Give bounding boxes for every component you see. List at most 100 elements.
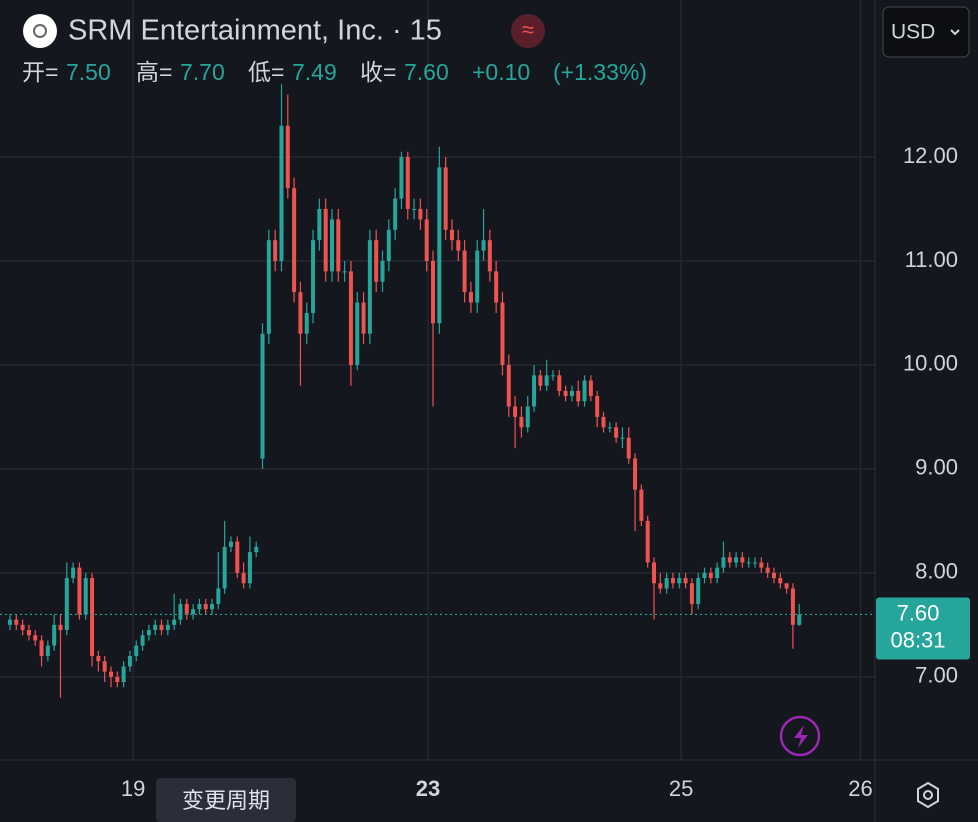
candle-body (355, 302, 360, 365)
candle-body (348, 271, 353, 365)
candle-body (538, 375, 543, 386)
candle-body (601, 416, 606, 428)
candle-body (494, 271, 499, 303)
candle-body (481, 240, 486, 251)
candle-body (412, 208, 417, 210)
candle-body (557, 375, 562, 391)
candle-body (765, 567, 770, 573)
candle-body (241, 572, 246, 584)
candle-body (298, 292, 303, 334)
candle-body (652, 562, 657, 584)
candle-body (500, 302, 505, 365)
legend-change: +0.10 (472, 59, 530, 85)
candle-body (532, 375, 537, 407)
candle-body (159, 624, 164, 631)
candle-body (462, 250, 467, 293)
status-glyph: ≈ (522, 17, 534, 42)
candle-body (588, 380, 593, 397)
legend-label: 高= (136, 59, 172, 85)
candle-body (620, 437, 625, 439)
candle-body (683, 578, 688, 584)
candle-body (614, 427, 619, 438)
candle-body (544, 375, 549, 386)
tooltip: 变更周期 (182, 788, 270, 813)
candle-body (58, 624, 63, 631)
candle-body (329, 219, 334, 272)
candle-body (576, 390, 581, 402)
candle-body (727, 557, 732, 563)
candle-body (285, 125, 290, 189)
price-tag (876, 597, 970, 660)
legend-value: 7.50 (66, 59, 111, 85)
price-tag-countdown: 08:31 (890, 627, 945, 652)
legend-value: 7.70 (180, 59, 225, 85)
candle-body (771, 572, 776, 579)
candle-body (468, 292, 473, 303)
candle-body (525, 406, 530, 428)
candle-body (235, 541, 240, 573)
chart-title: SRM Entertainment, Inc. · 15 (68, 15, 442, 47)
candle-body (292, 188, 297, 293)
y-tick-label: 7.00 (915, 663, 958, 688)
candle-body (645, 520, 650, 563)
candle-body (121, 666, 126, 683)
candle-body (778, 578, 783, 584)
candle-body (734, 557, 739, 563)
price-tag-value: 7.60 (897, 600, 940, 625)
candle-body (487, 240, 492, 272)
candle-body (708, 572, 713, 579)
candle-body (90, 578, 95, 657)
candle-body (361, 302, 366, 334)
legend-change-pct: (+1.33%) (553, 59, 647, 85)
y-tick-label: 9.00 (915, 455, 958, 480)
settings-icon (923, 790, 933, 800)
lightning-button[interactable] (779, 715, 821, 757)
candle-body (247, 552, 252, 584)
candle-body (336, 219, 341, 272)
currency-button[interactable] (882, 6, 970, 58)
candle-body (140, 635, 145, 646)
tooltip-box (156, 778, 296, 822)
candle-body (437, 167, 442, 324)
candle-body (266, 240, 271, 334)
candle-body (77, 567, 82, 615)
candle-body (784, 583, 789, 589)
currency[interactable]: USD (891, 21, 935, 44)
candle-body (759, 562, 764, 568)
candle-body (317, 208, 322, 241)
candle-body (83, 578, 88, 615)
x-tick-label: 19 (121, 776, 145, 801)
candle-body (304, 312, 309, 334)
candle-body (519, 416, 524, 428)
candle-body (639, 489, 644, 521)
x-tick-label: 23 (416, 776, 440, 801)
candle-body (39, 640, 44, 657)
candle-body (210, 604, 215, 610)
candle-body (563, 390, 568, 397)
legend-value: 7.49 (292, 59, 337, 85)
ohlc-legend: 开= 7.50 高= 7.70 低= 7.49 收= 7.60 +0.10 (+… (22, 59, 647, 85)
candle-body (664, 578, 669, 589)
candle-body (658, 583, 663, 589)
candle-body (443, 167, 448, 230)
settings-button[interactable] (917, 781, 939, 809)
dropdown-arrow (950, 29, 960, 36)
candle-body (374, 240, 379, 282)
candle-body (172, 619, 177, 625)
candle-body (424, 219, 429, 261)
candle-body (393, 198, 398, 230)
candle-body (146, 630, 151, 636)
candle-body (670, 578, 675, 584)
candle-body (633, 458, 638, 490)
y-tick-label: 11.00 (905, 247, 958, 272)
legend-label: 开= (22, 59, 58, 85)
candle-body (184, 604, 189, 615)
candle-body (721, 557, 726, 568)
candle-body (399, 156, 404, 199)
candle-body (550, 375, 555, 377)
candle-body (45, 645, 50, 657)
candle-body (109, 671, 114, 677)
candle-body (33, 635, 38, 641)
